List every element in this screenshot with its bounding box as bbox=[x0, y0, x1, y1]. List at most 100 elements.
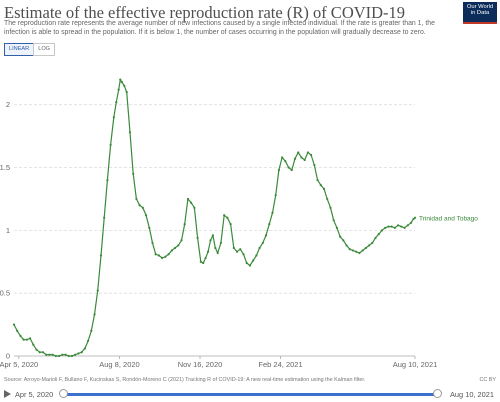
data-point bbox=[90, 329, 93, 332]
data-point bbox=[38, 351, 41, 354]
data-point bbox=[232, 246, 235, 250]
x-tick-label: Aug 10, 2021 bbox=[393, 360, 438, 369]
linear-scale-button[interactable]: LINEAR bbox=[4, 43, 35, 56]
data-point bbox=[219, 241, 223, 245]
data-point bbox=[83, 347, 86, 350]
data-point bbox=[310, 153, 313, 157]
data-point bbox=[400, 225, 403, 228]
data-point bbox=[264, 234, 268, 237]
data-point bbox=[190, 201, 193, 204]
data-point bbox=[19, 334, 22, 337]
data-point bbox=[380, 229, 384, 232]
data-point bbox=[22, 338, 25, 341]
data-point bbox=[306, 151, 310, 154]
data-point bbox=[183, 222, 186, 226]
logo-line-1: Our World bbox=[466, 4, 494, 10]
series-line bbox=[13, 79, 416, 357]
data-point bbox=[54, 354, 57, 358]
data-point bbox=[70, 354, 74, 358]
data-point bbox=[287, 166, 290, 169]
data-point bbox=[128, 131, 132, 134]
timeline-end-label: Aug 10, 2021 bbox=[450, 390, 494, 399]
data-point bbox=[255, 254, 258, 257]
data-point bbox=[226, 216, 229, 219]
x-tick-label: Feb 24, 2021 bbox=[258, 360, 302, 369]
data-point bbox=[109, 143, 112, 147]
data-point bbox=[245, 261, 248, 265]
data-point bbox=[409, 221, 413, 224]
data-point bbox=[123, 84, 126, 87]
data-point bbox=[216, 251, 219, 255]
data-point bbox=[204, 256, 207, 260]
data-point bbox=[115, 101, 118, 104]
data-point bbox=[77, 352, 80, 355]
scale-toggle: LINEAR LOG bbox=[4, 43, 56, 56]
timeline-end-handle[interactable] bbox=[433, 389, 442, 398]
data-point bbox=[316, 178, 319, 182]
timeline: Apr 5, 2020 Aug 10, 2021 bbox=[0, 388, 500, 402]
data-point bbox=[74, 353, 77, 356]
data-point bbox=[170, 249, 173, 252]
data-point bbox=[406, 224, 409, 227]
data-point bbox=[258, 246, 261, 250]
source-note: Source: Arroyo-Marioli F, Bullano F, Kuc… bbox=[4, 377, 366, 383]
play-icon[interactable] bbox=[4, 390, 11, 398]
data-point bbox=[261, 241, 264, 245]
data-point bbox=[351, 249, 355, 252]
timeline-track[interactable] bbox=[63, 393, 437, 396]
data-point bbox=[196, 236, 199, 239]
data-point bbox=[148, 226, 151, 229]
data-point bbox=[297, 151, 300, 154]
data-point bbox=[252, 259, 255, 262]
data-point bbox=[193, 206, 196, 209]
y-tick-label: 0.5 bbox=[0, 289, 10, 298]
y-tick-label: 1 bbox=[6, 226, 10, 235]
data-point bbox=[45, 353, 48, 356]
data-point bbox=[211, 234, 214, 237]
data-point bbox=[335, 226, 338, 229]
data-point bbox=[242, 253, 245, 256]
data-point bbox=[214, 246, 217, 250]
series-label: Trinidad and Tobago bbox=[419, 215, 478, 222]
data-point bbox=[239, 248, 242, 251]
data-point bbox=[371, 241, 374, 245]
logo-line-2: in Data bbox=[470, 10, 490, 17]
data-point bbox=[329, 206, 332, 209]
line-chart[interactable]: 0 0.5 1 1.5 2 Apr 5, 2020 Aug 8, 2020 Nov 16, 2… bbox=[0, 55, 500, 373]
owid-logo[interactable]: Our World in Data bbox=[463, 2, 497, 24]
y-tick-label: 0 bbox=[6, 352, 10, 361]
data-point bbox=[103, 216, 106, 219]
x-tick-label: Nov 16, 2020 bbox=[178, 360, 223, 369]
data-point bbox=[199, 260, 202, 263]
log-scale-button[interactable]: LOG bbox=[33, 43, 56, 56]
data-point bbox=[154, 253, 157, 256]
data-point bbox=[61, 353, 64, 356]
data-point bbox=[180, 239, 183, 242]
x-tick-label: Apr 5, 2020 bbox=[0, 360, 38, 369]
data-point bbox=[29, 337, 32, 340]
data-point bbox=[313, 163, 316, 167]
data-point bbox=[173, 246, 177, 250]
data-point bbox=[25, 338, 28, 341]
y-tick-label: 2 bbox=[6, 100, 10, 109]
data-point bbox=[387, 225, 390, 228]
data-point bbox=[96, 289, 99, 292]
data-point bbox=[125, 91, 128, 94]
data-point bbox=[164, 255, 167, 258]
data-point bbox=[281, 156, 284, 159]
data-point bbox=[235, 250, 239, 253]
data-point bbox=[64, 353, 67, 356]
data-point bbox=[67, 354, 70, 358]
data-point bbox=[271, 211, 274, 214]
data-point bbox=[99, 254, 103, 257]
license-link[interactable]: CC BY bbox=[479, 377, 496, 383]
data-point bbox=[361, 249, 364, 252]
data-point bbox=[161, 256, 164, 260]
data-point bbox=[322, 187, 326, 190]
data-point bbox=[374, 236, 377, 239]
data-point bbox=[290, 168, 293, 172]
timeline-start-handle[interactable] bbox=[59, 389, 68, 398]
data-point bbox=[80, 351, 83, 354]
data-point bbox=[368, 244, 371, 247]
data-point bbox=[202, 261, 205, 265]
